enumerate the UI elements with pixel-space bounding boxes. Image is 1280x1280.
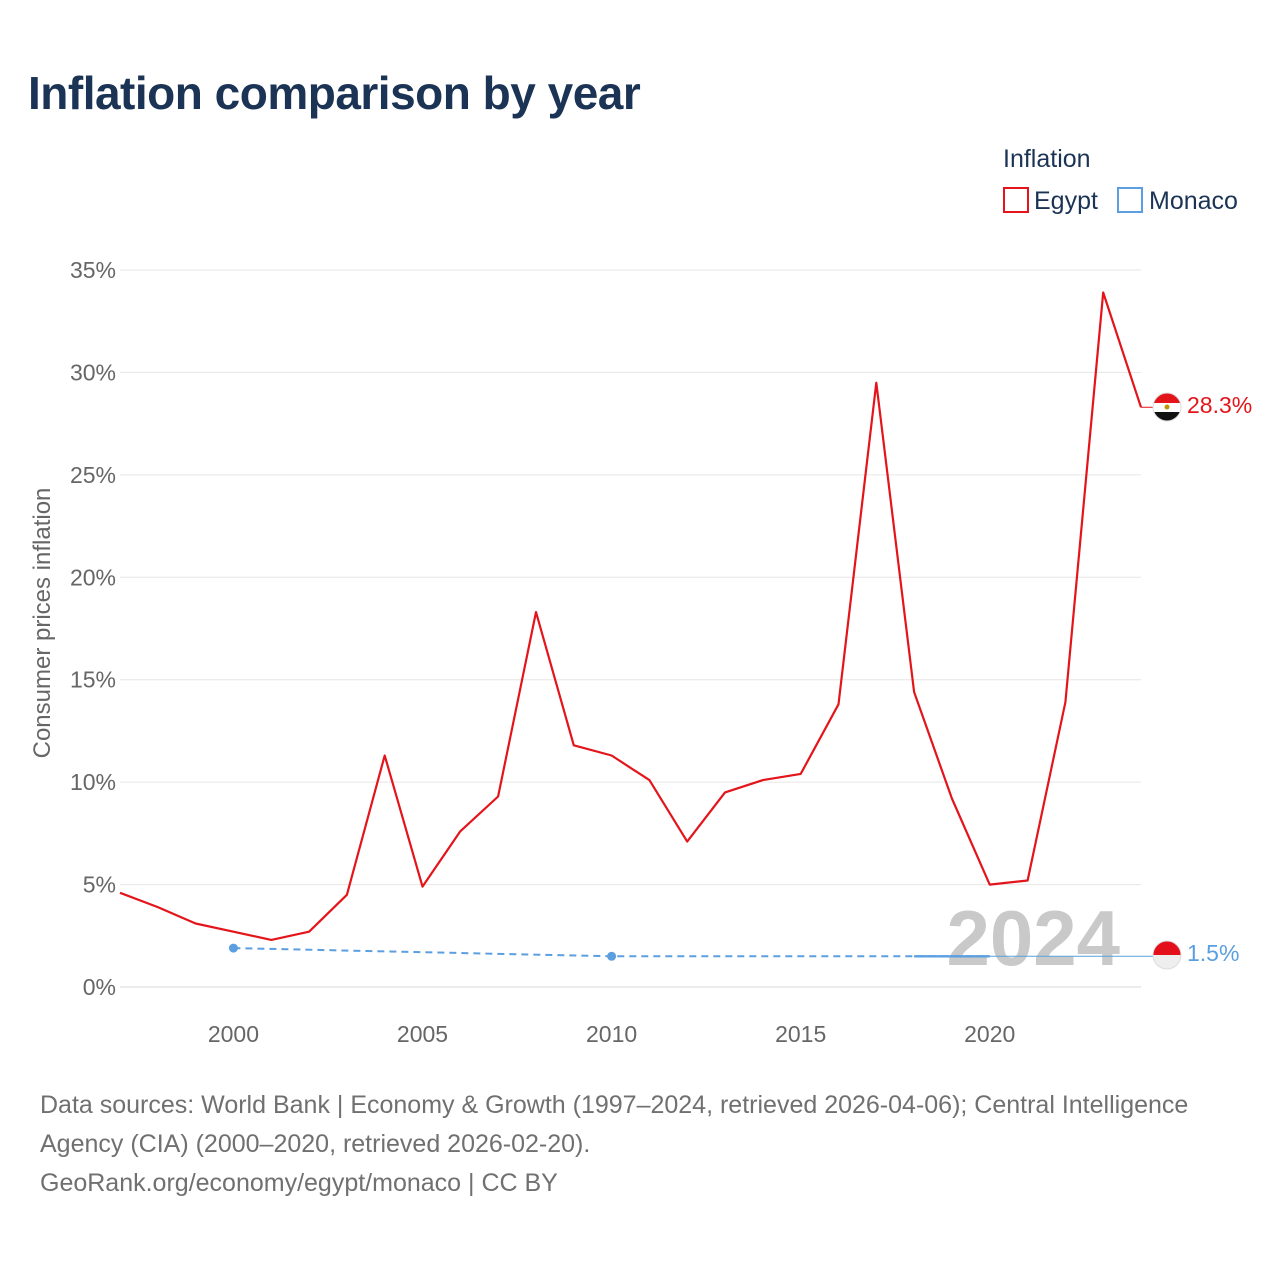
series-layer bbox=[119, 291, 1153, 961]
y-axis-ticks: 0% 5% 10% 15% 20% 25% 30% 35% bbox=[70, 257, 116, 1000]
x-tick-label: 2015 bbox=[775, 1021, 826, 1047]
monaco-flag-icon bbox=[1153, 941, 1181, 969]
y-tick-label: 30% bbox=[70, 359, 116, 385]
egypt-end-label: 28.3% bbox=[1187, 392, 1252, 418]
y-tick-label: 5% bbox=[83, 872, 116, 898]
y-axis-label: Consumer prices inflation bbox=[29, 488, 56, 759]
x-tick-label: 2005 bbox=[397, 1021, 448, 1047]
x-axis-ticks: 2000 2005 2010 2015 2020 bbox=[208, 1021, 1015, 1047]
legend-swatch-monaco bbox=[1117, 187, 1143, 213]
y-tick-label: 15% bbox=[70, 667, 116, 693]
legend-label-egypt: Egypt bbox=[1034, 187, 1098, 215]
egypt-flag-border bbox=[1152, 392, 1182, 422]
gridlines bbox=[120, 269, 1141, 988]
egypt-flag-icon bbox=[1153, 393, 1181, 421]
footer: Data sources: World Bank | Economy & Gro… bbox=[40, 1086, 1250, 1203]
legend-label-monaco: Monaco bbox=[1149, 187, 1238, 215]
monaco-flag-border bbox=[1152, 940, 1182, 970]
data-sources: Data sources: World Bank | Economy & Gro… bbox=[40, 1091, 1189, 1158]
y-tick-label: 35% bbox=[70, 257, 116, 283]
legend-title: Inflation bbox=[1003, 145, 1091, 173]
year-watermark: 2024 bbox=[946, 894, 1120, 982]
x-tick-label: 2000 bbox=[208, 1021, 259, 1047]
credit-link[interactable]: GeoRank.org/economy/egypt/monaco | CC BY bbox=[40, 1169, 558, 1197]
monaco-data-point[interactable] bbox=[607, 951, 617, 961]
chart-title: Inflation comparison by year bbox=[28, 67, 641, 119]
legend-item-monaco[interactable]: Monaco bbox=[1117, 187, 1238, 215]
legend-item-egypt[interactable]: Egypt bbox=[1003, 187, 1098, 215]
y-tick-label: 10% bbox=[70, 769, 116, 795]
legend: Inflation Egypt Monaco bbox=[1003, 145, 1238, 215]
monaco-end-label: 1.5% bbox=[1187, 940, 1239, 966]
chart: 0%5%10%15%20%25%30%35% 2000 2005 2010 2015 2… bbox=[29, 145, 1252, 1047]
x-tick-label: 2020 bbox=[964, 1021, 1015, 1047]
legend-swatch-egypt bbox=[1003, 187, 1029, 213]
monaco-data-point[interactable] bbox=[228, 943, 238, 953]
y-tick-label: 25% bbox=[70, 462, 116, 488]
y-tick-label: 0% bbox=[83, 974, 116, 1000]
x-tick-label: 2010 bbox=[586, 1021, 637, 1047]
y-tick-label: 20% bbox=[70, 564, 116, 590]
series-line-egypt[interactable] bbox=[119, 291, 1143, 942]
